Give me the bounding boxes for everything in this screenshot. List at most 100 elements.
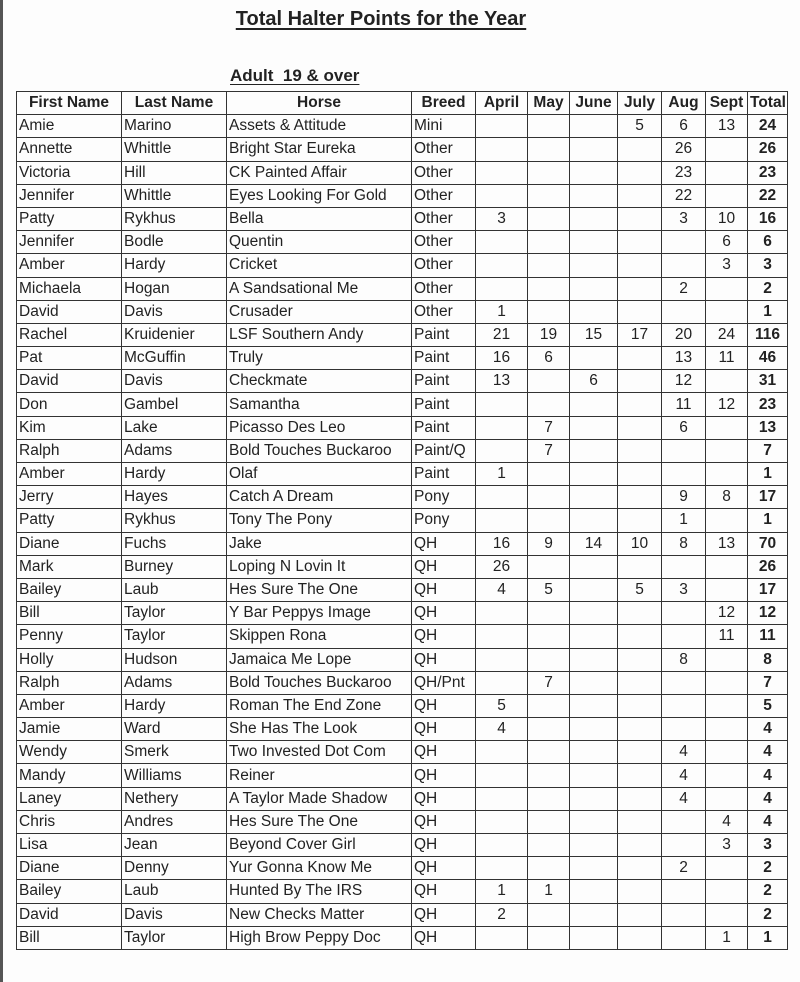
cell-breed: Other: [411, 230, 476, 255]
cell-may: 7: [527, 670, 570, 695]
cell-horse: Truly: [226, 346, 412, 371]
cell-aug: [661, 717, 706, 742]
cell-july: [617, 392, 662, 417]
cell-breed: QH/Pnt: [411, 670, 476, 695]
cell-april: [475, 740, 528, 765]
cell-last-name: Rykhus: [121, 206, 227, 232]
cell-total: 5: [747, 693, 788, 719]
cell-last-name: Adams: [121, 438, 227, 464]
cell-aug: 23: [661, 160, 706, 185]
cell-april: [475, 832, 528, 858]
cell-april: [475, 137, 528, 162]
cell-june: [569, 183, 618, 208]
cell-last-name: Kruidenier: [121, 322, 227, 348]
cell-total: 7: [747, 670, 788, 695]
cell-aug: [661, 879, 706, 904]
cell-july: [617, 832, 662, 858]
cell-last-name: Hudson: [121, 647, 227, 672]
cell-last-name: McGuffin: [121, 346, 227, 371]
cell-may: 7: [527, 438, 570, 464]
cell-sept: [705, 183, 748, 208]
cell-june: [569, 763, 618, 788]
cell-total: 1: [747, 299, 788, 324]
cell-horse: Olaf: [226, 461, 412, 487]
cell-june: [569, 299, 618, 324]
cell-may: [527, 856, 570, 881]
cell-may: [527, 461, 570, 487]
table-row: Diane Denny Yur Gonna Know Me QH 2 2: [16, 856, 788, 881]
cell-june: [569, 508, 618, 533]
cell-may: [527, 230, 570, 255]
table-row: Kim Lake Picasso Des Leo Paint 7 6 13: [16, 415, 788, 440]
cell-sept: 12: [705, 392, 748, 417]
cell-horse: Roman The End Zone: [226, 693, 412, 719]
cell-june: [569, 693, 618, 719]
cell-sept: [705, 693, 748, 719]
cell-total: 1: [747, 508, 788, 533]
cell-breed: QH: [411, 531, 476, 556]
cell-april: [475, 601, 528, 626]
cell-first-name: Amber: [16, 693, 122, 719]
cell-june: [569, 577, 618, 603]
cell-aug: 3: [661, 577, 706, 603]
cell-may: [527, 369, 570, 394]
cell-breed: Other: [411, 299, 476, 324]
cell-horse: Cricket: [226, 253, 412, 278]
column-header-aug: Aug: [661, 90, 706, 116]
cell-april: 2: [475, 902, 528, 927]
cell-june: [569, 647, 618, 672]
cell-sept: [705, 740, 748, 765]
cell-july: 5: [617, 114, 662, 139]
cell-total: 11: [747, 624, 788, 649]
cell-april: [475, 809, 528, 835]
cell-aug: [661, 299, 706, 324]
cell-sept: 13: [705, 114, 748, 139]
cell-july: [617, 276, 662, 301]
cell-june: [569, 717, 618, 742]
cell-sept: 3: [705, 832, 748, 858]
cell-first-name: Pat: [16, 346, 122, 371]
cell-horse: Bright Star Eureka: [226, 137, 412, 162]
cell-aug: [661, 809, 706, 835]
cell-first-name: Patty: [16, 508, 122, 533]
cell-june: [569, 902, 618, 927]
cell-july: [617, 461, 662, 487]
cell-june: [569, 346, 618, 371]
cell-may: [527, 206, 570, 232]
cell-total: 7: [747, 438, 788, 464]
cell-sept: 11: [705, 624, 748, 649]
cell-breed: Other: [411, 253, 476, 278]
cell-sept: [705, 160, 748, 185]
cell-first-name: Bill: [16, 601, 122, 626]
cell-aug: 2: [661, 276, 706, 301]
cell-may: [527, 832, 570, 858]
cell-sept: 11: [705, 346, 748, 371]
cell-may: [527, 137, 570, 162]
cell-first-name: Chris: [16, 809, 122, 835]
table-row: Lisa Jean Beyond Cover Girl QH 3 3: [16, 832, 788, 858]
cell-first-name: Ralph: [16, 438, 122, 464]
cell-aug: 9: [661, 485, 706, 510]
cell-total: 4: [747, 809, 788, 835]
cell-june: [569, 740, 618, 765]
cell-total: 24: [747, 114, 788, 139]
cell-july: [617, 346, 662, 371]
cell-breed: QH: [411, 786, 476, 811]
section-subtitle: Adult 19 & over: [230, 66, 360, 85]
cell-aug: 1: [661, 508, 706, 533]
cell-april: [475, 485, 528, 510]
cell-last-name: Whittle: [121, 137, 227, 162]
cell-breed: QH: [411, 925, 476, 950]
table-row: Bailey Laub Hes Sure The One QH 4 5 5 3 17: [16, 577, 788, 603]
cell-first-name: David: [16, 299, 122, 324]
cell-july: [617, 670, 662, 695]
cell-april: 1: [475, 461, 528, 487]
cell-first-name: Jerry: [16, 485, 122, 510]
cell-april: 1: [475, 879, 528, 904]
table-row: Michaela Hogan A Sandsational Me Other 2 2: [16, 276, 788, 301]
cell-first-name: Lisa: [16, 832, 122, 858]
cell-june: [569, 925, 618, 950]
cell-june: [569, 415, 618, 440]
cell-first-name: Ralph: [16, 670, 122, 695]
table-row: Laney Nethery A Taylor Made Shadow QH 4 4: [16, 786, 788, 811]
